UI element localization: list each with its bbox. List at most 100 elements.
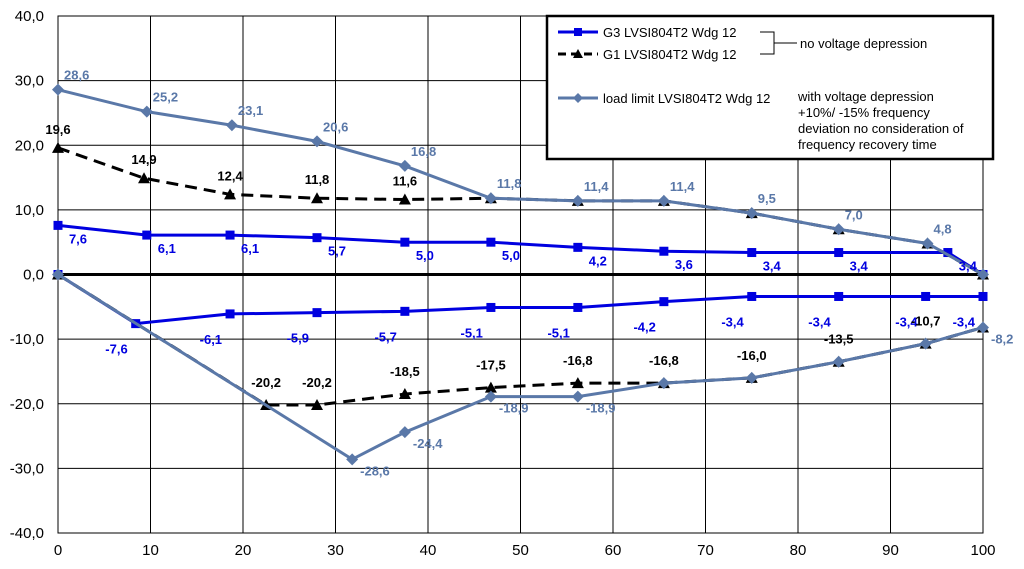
- series-g3_upper-point: [486, 237, 496, 247]
- series-load_upper-point: [398, 159, 411, 172]
- series-load_upper-data-label: 4,8: [934, 221, 952, 236]
- series-load_lower-line: [57, 273, 984, 462]
- series-g3_lower-point: [834, 291, 844, 301]
- series-g3_lower-point: [400, 306, 410, 316]
- series-load_upper-point: [140, 105, 153, 118]
- series-load_upper-data-label: 23,1: [238, 103, 263, 118]
- series-g1_lower-data-label: -18,5: [390, 364, 420, 379]
- x-tick-label: 80: [790, 542, 807, 559]
- series-g3_upper-data-label: 7,6: [69, 231, 87, 246]
- x-tick-label: 40: [420, 542, 437, 559]
- series-load_upper-point: [311, 135, 323, 148]
- y-tick-label: -20,0: [10, 396, 44, 413]
- series-load_lower-data-label: -28,6: [360, 463, 390, 478]
- series-g3_lower-point: [921, 291, 931, 301]
- series-load_upper-data-label: 9,5: [758, 191, 776, 206]
- y-tick-label: -10,0: [10, 331, 44, 348]
- legend-group-note: no voltage depression: [800, 36, 927, 51]
- series-g3_upper-data-label: 3,4: [959, 259, 978, 274]
- series-load_upper-point: [225, 119, 238, 132]
- series-g3_upper-data-label: 6,1: [241, 241, 259, 256]
- series-g1_upper-data-label: 19,6: [45, 122, 70, 137]
- series-g1_lower-data-label: -20,2: [302, 375, 332, 390]
- series-g3_upper-data-label: 5,0: [502, 248, 520, 263]
- series-load_lower-point: [52, 268, 64, 281]
- series-g3_lower-line: [57, 273, 983, 326]
- series-g3_lower-data-label: -5,7: [374, 329, 396, 344]
- series-load_lower-point: [484, 390, 497, 403]
- series-load_lower-point: [657, 377, 670, 390]
- x-tick-label: 0: [54, 542, 62, 559]
- series-g3_upper-point: [312, 233, 322, 243]
- series-load_lower-data-label: -24,4: [413, 436, 443, 451]
- series-load_upper-point: [571, 194, 584, 207]
- series-load_lower-data-label: -18,9: [586, 401, 616, 416]
- y-tick-label: 30,0: [15, 73, 44, 90]
- series-g3_upper-point: [573, 242, 583, 252]
- y-tick-label: 20,0: [15, 137, 44, 154]
- series-g3_upper-point: [142, 230, 152, 240]
- data-labels: 7,6 6,1 6,1 5,7 5,0 5,0 4,2 3,6 3,4 3,4 3,4 -7,6 -6,…: [45, 68, 1013, 479]
- y-tick-label: 0,0: [23, 267, 44, 284]
- axes: 0 10 20 30 40 50 60 70 80 90 100 40,0 30,0 20,0 10,0 0,…: [10, 8, 996, 559]
- y-tick-label: -40,0: [10, 525, 44, 542]
- series-g3_lower-point: [747, 291, 757, 301]
- series-load_upper-data-label: 11,8: [497, 176, 522, 191]
- series-g3_upper-point: [659, 246, 669, 256]
- series-g3_lower-data-label: -5,1: [547, 325, 569, 340]
- series-load_upper-point: [832, 223, 845, 236]
- series-g1_lower-point: [571, 377, 584, 389]
- legend-load-note-4: frequency recovery time: [798, 137, 937, 152]
- series-g3_lower-point: [225, 309, 235, 319]
- series-g1_lower-data-label: -20,2: [251, 375, 281, 390]
- legend-g3-label: G3 LVSI804T2 Wdg 12: [603, 25, 736, 40]
- series-g1_upper-point: [138, 172, 151, 184]
- series-load_upper-point: [657, 194, 670, 207]
- series-g1_upper-point: [311, 192, 323, 204]
- series-g1_upper-data-label: 11,8: [305, 172, 330, 187]
- legend: G3 LVSI804T2 Wdg 12 G1 LVSI804T2 Wdg 12 …: [545, 14, 995, 161]
- series-g3_upper-point: [943, 248, 953, 258]
- legend-load-note-1: with voltage depression: [797, 89, 934, 104]
- legend-load-note-2: +10%/ -15% frequency: [798, 105, 930, 120]
- series-g3_lower-data-label: -7,6: [105, 342, 127, 357]
- legend-load-label: load limit LVSI804T2 Wdg 12: [603, 91, 770, 106]
- series-g3_upper-data-label: 3,6: [675, 257, 693, 272]
- series-g3_lower-data-label: -5,9: [287, 331, 309, 346]
- x-tick-label: 100: [970, 542, 995, 559]
- legend-bracket: [760, 31, 797, 55]
- series-g3_lower-point: [573, 302, 583, 312]
- series-g1_lower-data-label: -16,8: [563, 353, 593, 368]
- legend-box: [545, 14, 995, 161]
- legend-g1-label: G1 LVSI804T2 Wdg 12: [603, 47, 736, 62]
- series-g3_upper-point: [400, 237, 410, 247]
- series-load_upper-data-label: 7,0: [845, 207, 863, 222]
- legend-g3-marker: [574, 28, 582, 36]
- series-g1_upper-data-label: 12,4: [217, 168, 243, 183]
- series-g3_lower-data-label: -3,4: [808, 314, 831, 329]
- series-load_upper-point: [921, 237, 934, 250]
- series-load_lower-data-label: -8,2: [991, 331, 1013, 346]
- x-tick-label: 10: [142, 542, 159, 559]
- series-g1_upper-point: [224, 188, 237, 200]
- series-g3_upper-data-label: 3,4: [763, 259, 782, 274]
- series-g1_lower-point: [398, 388, 411, 400]
- series-load_lower-point: [832, 355, 845, 368]
- y-tick-label: 40,0: [15, 8, 44, 25]
- series-g1_upper-point: [52, 141, 64, 153]
- series-load_lower-point: [919, 337, 932, 350]
- series-g3_upper-data-label: 5,7: [328, 244, 346, 259]
- series-g1_lower-point: [311, 399, 323, 411]
- series-load_upper-data-label: 16,8: [411, 144, 436, 159]
- series-g3_upper-data-label: 4,2: [589, 253, 607, 268]
- series-load_upper-point: [484, 192, 497, 205]
- series-g3_lower-point: [486, 302, 496, 312]
- series-g1_lower-data-label: -16,0: [737, 348, 767, 363]
- series-g1_lower-data-label: -17,5: [476, 358, 506, 373]
- series-g3_lower-data-label: -4,2: [633, 320, 655, 335]
- x-tick-label: 60: [605, 542, 622, 559]
- series-g1_lower-data-label: -13,5: [824, 332, 854, 347]
- series-g3_upper-data-label: 3,4: [850, 259, 869, 274]
- y-tick-label: 10,0: [15, 202, 44, 219]
- y-tick-label: -30,0: [10, 460, 44, 477]
